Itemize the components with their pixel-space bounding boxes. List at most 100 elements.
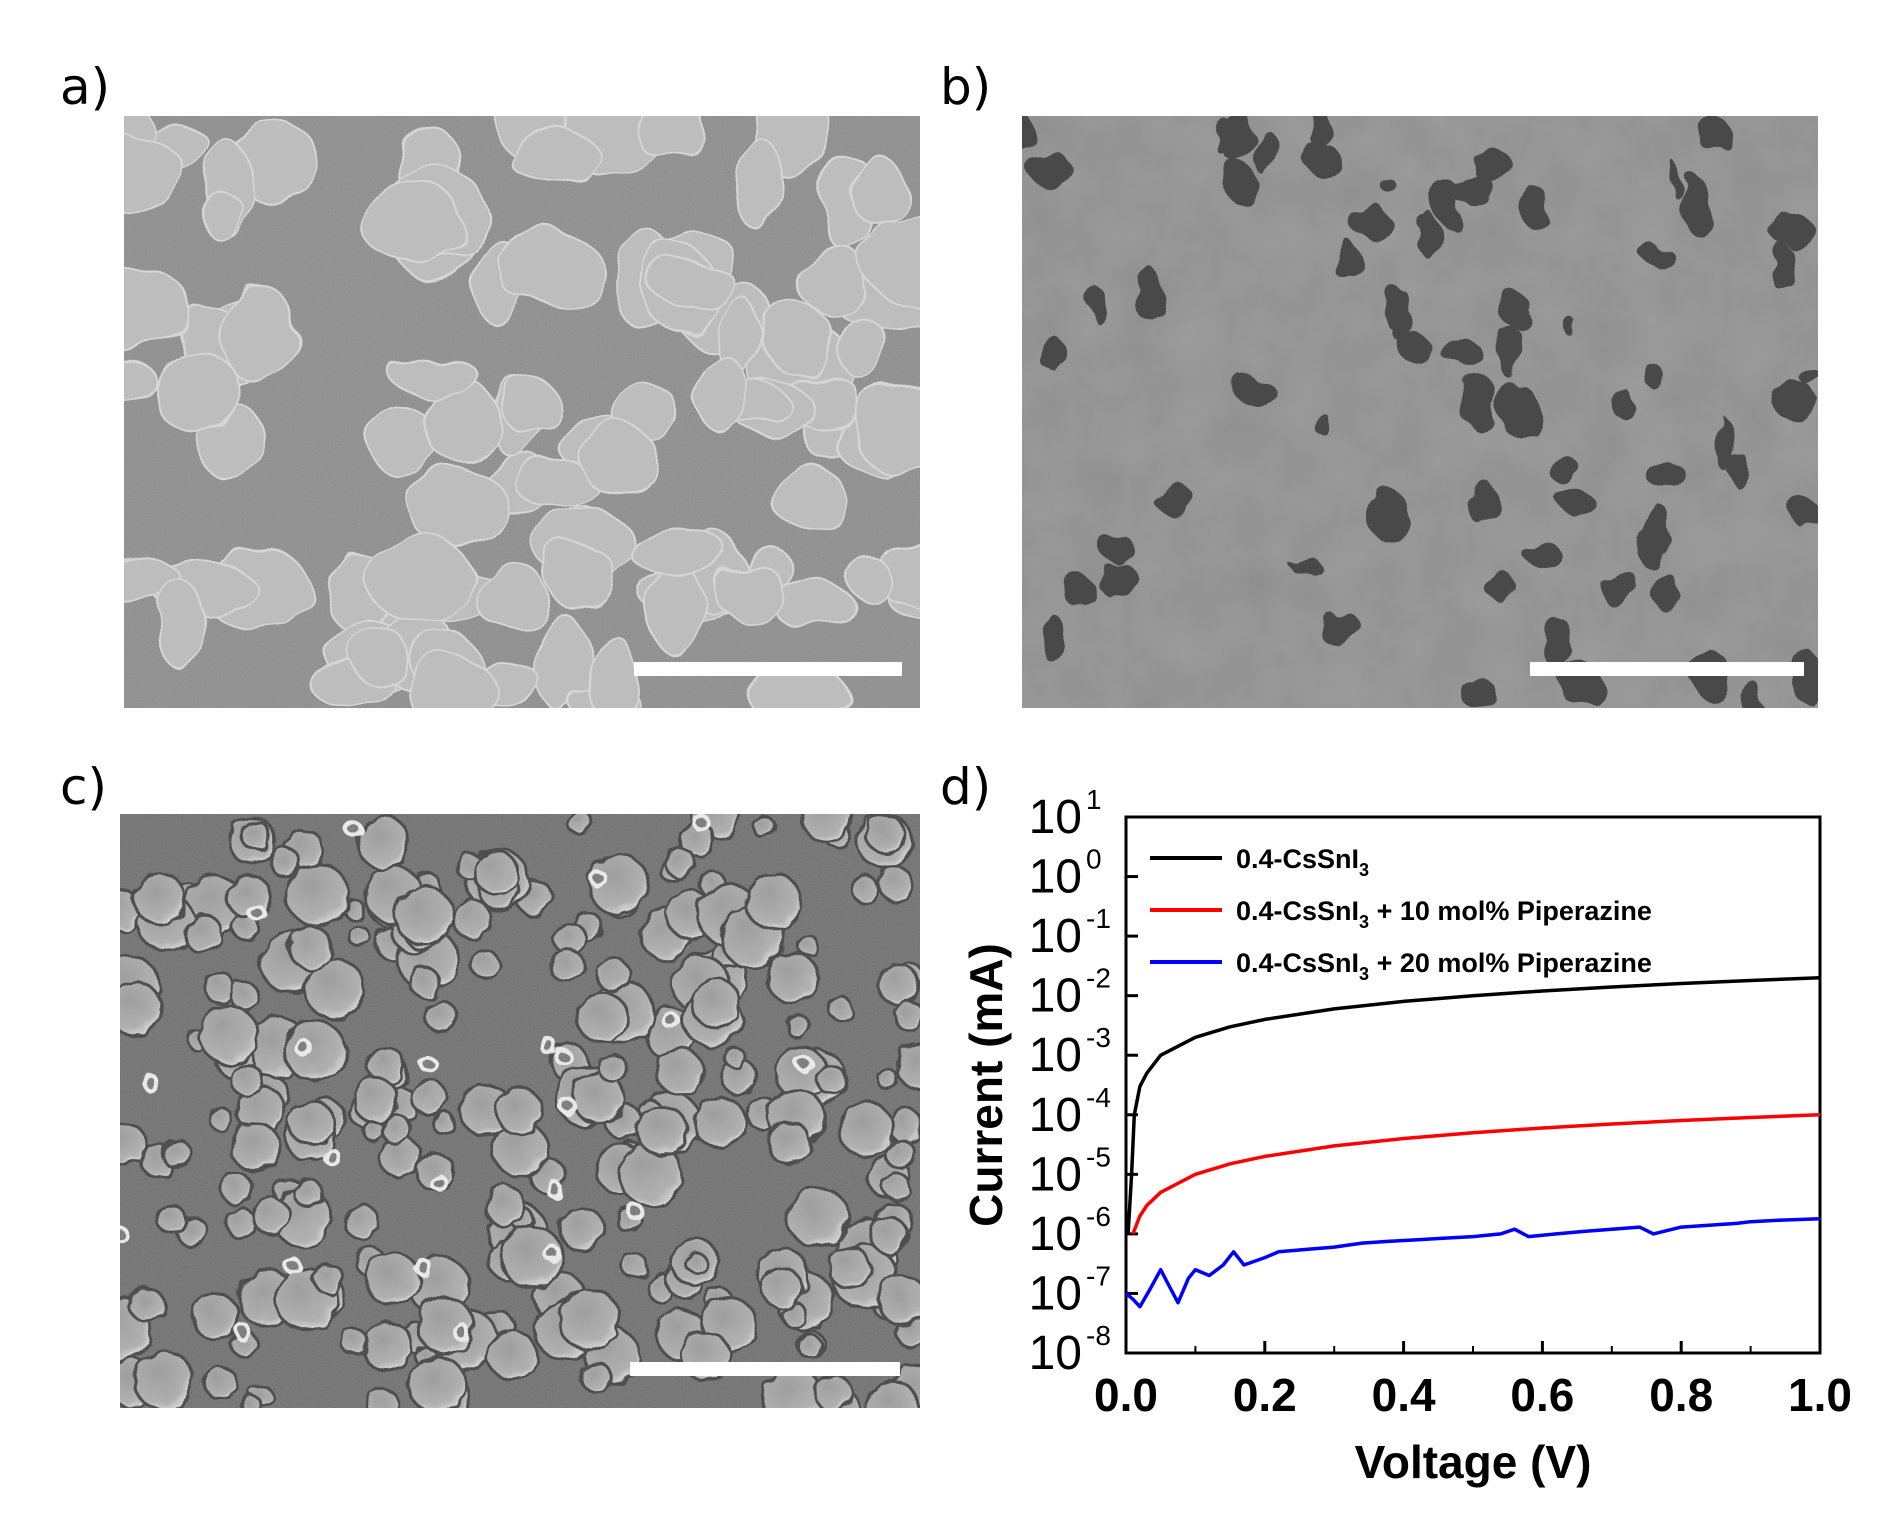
sem-image-b [1022, 116, 1818, 708]
sem-a-grain [845, 556, 892, 599]
sem-b-pore [1668, 163, 1682, 197]
sem-b-pore [1309, 116, 1328, 148]
sem-a-grain [629, 116, 708, 159]
sem-b-pore [1101, 533, 1134, 564]
sem-b-pore [1695, 116, 1731, 150]
sem-b-pore [1137, 267, 1163, 324]
sem-b-pore [1519, 184, 1548, 228]
sem-a-grain [735, 136, 784, 233]
y-tick-exponent: -2 [1086, 963, 1111, 994]
legend-label-3: 0.4-CsSnI3 + 20 mol% Piperazine [1236, 948, 1652, 984]
sem-b-pore [1350, 202, 1389, 239]
sem-b-pore [1646, 360, 1659, 389]
sem-a-grain [849, 154, 905, 226]
x-axis-label: Voltage (V) [1355, 1436, 1592, 1488]
sem-b-pore [1335, 240, 1360, 283]
y-tick-exponent: 0 [1086, 844, 1102, 875]
sem-a-grain [476, 562, 550, 633]
sem-b-pore [1313, 415, 1334, 435]
sem-b-pore [1041, 614, 1066, 664]
sem-b-pore [1401, 332, 1430, 365]
sem-b-pore [1502, 325, 1523, 382]
sem-b-pore [1088, 285, 1103, 321]
series-line-1 [1126, 975, 1821, 1235]
sem-a-grain [197, 190, 245, 237]
sem-b-pore [1291, 558, 1323, 576]
y-tick-exponent: -6 [1086, 1201, 1111, 1232]
sem-a-grain [546, 542, 615, 612]
sem-b-pore [1644, 460, 1685, 488]
y-tick-label: 10 [1029, 1089, 1082, 1142]
y-tick-label: 10 [1029, 851, 1082, 904]
y-tick-label: 10 [1029, 791, 1082, 844]
sem-b-pore [1317, 610, 1361, 646]
scale-bar-b [1530, 662, 1804, 676]
sem-b-pore [1559, 491, 1595, 514]
sem-a-grain [408, 467, 509, 549]
y-tick-label: 10 [1029, 910, 1082, 963]
scale-bar-a [634, 662, 902, 676]
sem-b-pore [1453, 173, 1496, 210]
sem-a-grain [764, 303, 833, 377]
sem-b-pore [1022, 116, 1035, 150]
x-tick-label: 0.0 [1094, 1369, 1158, 1421]
sem-b-pore [1470, 148, 1513, 182]
panel-label-c: c) [60, 758, 107, 816]
y-tick-label: 10 [1029, 1208, 1082, 1261]
y-tick-label: 10 [1029, 1267, 1082, 1320]
sem-b-pore [1653, 572, 1679, 612]
sem-b-pore [1096, 564, 1141, 597]
sem-b-pore [1522, 541, 1561, 566]
sem-b-pore [1233, 380, 1277, 402]
sem-b-pore [1641, 247, 1675, 264]
y-tick-label: 10 [1029, 970, 1082, 1023]
sem-b-pore [1715, 416, 1732, 471]
sem-a-grain [496, 376, 560, 431]
y-tick-label: 10 [1029, 1029, 1082, 1082]
sem-b-pore [1152, 483, 1194, 514]
sem-b-pore [1441, 336, 1480, 367]
sem-a-grain [693, 355, 751, 432]
sem-a-grain [579, 423, 658, 496]
sem-a-grain [862, 215, 920, 305]
sem-a-grain [853, 382, 920, 478]
sem-b-pore [1306, 143, 1340, 178]
sem-b-pore [1459, 677, 1497, 708]
sem-a-grain [713, 562, 786, 621]
legend-label-1: 0.4-CsSnI3 [1236, 844, 1369, 880]
sem-a-grain [361, 183, 466, 265]
sem-b-pore [1678, 178, 1714, 233]
panel-label-a: a) [60, 58, 111, 116]
sem-a-grain [219, 282, 297, 385]
x-tick-label: 0.6 [1510, 1369, 1574, 1421]
sem-a-grain [506, 125, 597, 184]
sem-image-a [124, 116, 920, 708]
panel-label-d: d) [940, 758, 992, 816]
sem-b-pore [1393, 307, 1412, 345]
sem-b-pore [1725, 451, 1749, 485]
x-tick-label: 0.4 [1372, 1369, 1436, 1421]
sem-b-pore [1037, 339, 1069, 370]
sem-image-c [120, 814, 920, 1408]
sem-b-pore [1546, 616, 1573, 673]
sem-a-grain [365, 535, 474, 623]
sem-a-grain [156, 580, 207, 671]
x-tick-label: 1.0 [1788, 1369, 1852, 1421]
sem-b-pore [1456, 374, 1499, 427]
sem-b-pore [1064, 576, 1096, 609]
sem-b-pore [1772, 378, 1815, 421]
sem-b-pore [1366, 487, 1407, 540]
legend-label-2: 0.4-CsSnI3 + 10 mol% Piperazine [1236, 896, 1652, 932]
y-tick-exponent: -4 [1086, 1082, 1111, 1113]
sem-b-pore [1498, 291, 1530, 327]
sem-b-pore [1565, 322, 1582, 338]
sem-b-pore [1796, 367, 1818, 382]
sem-a-grain [124, 358, 158, 403]
sem-a-grain [494, 229, 602, 306]
sem-b-pore [1222, 116, 1255, 166]
sem-b-pore [1548, 457, 1581, 484]
series-line-2 [1131, 1113, 1821, 1235]
y-tick-label: 10 [1029, 1148, 1082, 1201]
y-tick-exponent: 1 [1086, 784, 1102, 815]
